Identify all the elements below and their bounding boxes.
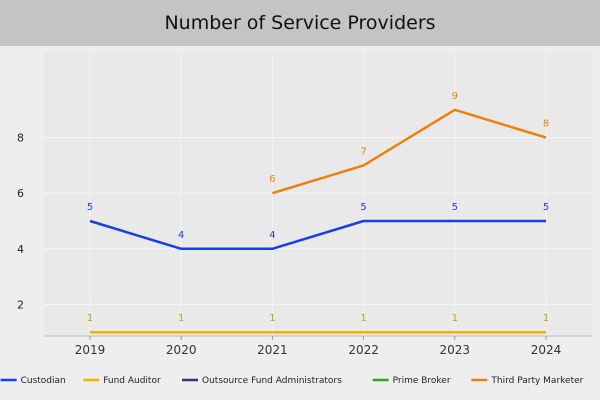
data-label-fund-auditor-2020: 1: [178, 313, 184, 324]
x-tick-label-2020: 2020: [166, 343, 197, 357]
x-tick-label-2019: 2019: [75, 343, 106, 357]
legend-label-custodian[interactable]: Custodian: [21, 376, 66, 386]
data-label-fund-auditor-2021: 1: [269, 313, 275, 324]
data-label-fund-auditor-2022: 1: [360, 313, 366, 324]
data-label-fund-auditor-2023: 1: [452, 313, 458, 324]
legend-label-prime-broker[interactable]: Prime Broker: [393, 376, 451, 386]
data-label-third-party-marketer-2023: 9: [452, 91, 458, 102]
x-tick-label-2021: 2021: [257, 343, 288, 357]
data-label-third-party-marketer-2021: 6: [269, 174, 275, 185]
data-label-custodian-2019: 5: [87, 202, 93, 213]
legend-label-fund-auditor[interactable]: Fund Auditor: [103, 376, 161, 386]
x-tick-label-2022: 2022: [348, 343, 379, 357]
legend-label-third-party-marketer[interactable]: Third Party Marketer: [490, 376, 583, 386]
data-label-custodian-2022: 5: [360, 202, 366, 213]
series-line-third-party-marketer: [272, 108, 547, 195]
data-label-third-party-marketer-2022: 7: [360, 146, 366, 157]
data-label-custodian-2020: 4: [178, 230, 184, 241]
x-tick-label-2023: 2023: [440, 343, 471, 357]
data-label-third-party-marketer-2024: 8: [543, 119, 549, 130]
y-tick-label-6: 6: [17, 187, 24, 200]
y-tick-label-8: 8: [17, 132, 24, 145]
data-label-fund-auditor-2019: 1: [87, 313, 93, 324]
data-label-custodian-2024: 5: [543, 202, 549, 213]
y-tick-label-2: 2: [17, 298, 24, 311]
x-tick-label-2024: 2024: [531, 343, 562, 357]
data-label-custodian-2021: 4: [269, 230, 275, 241]
data-label-fund-auditor-2024: 1: [543, 313, 549, 324]
series-line-custodian: [89, 219, 546, 251]
legend-label-outsource-fund-administrators[interactable]: Outsource Fund Administrators: [202, 376, 342, 386]
data-label-custodian-2023: 5: [452, 202, 458, 213]
title-bar: Number of Service Providers: [0, 0, 600, 46]
chart-title: Number of Service Providers: [164, 12, 436, 34]
y-tick-label-4: 4: [17, 243, 24, 256]
plot-area: [44, 52, 592, 336]
